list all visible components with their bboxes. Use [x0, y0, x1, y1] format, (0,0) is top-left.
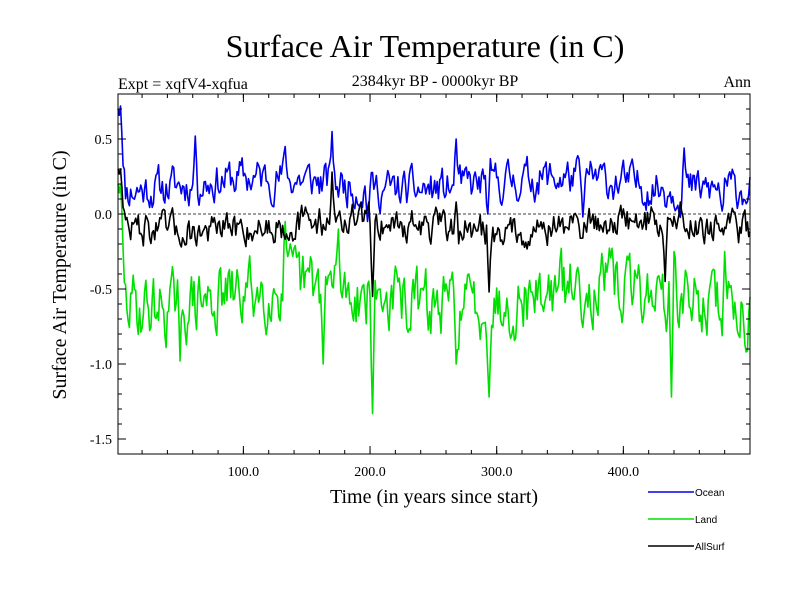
y-tick-label: 0.0 — [95, 208, 113, 223]
plot-area — [117, 105, 751, 415]
legend: Ocean Land AllSurf — [648, 488, 725, 553]
axes: -1.5 -1.0 -0.5 0.0 0.5 100.0 200.0 300.0 400.0 — [90, 93, 750, 480]
season-label: Ann — [723, 74, 751, 91]
legend-label-allsurf: AllSurf — [695, 542, 725, 553]
chart-title: Surface Air Temperature (in C) — [226, 28, 625, 64]
legend-label-land: Land — [695, 515, 717, 526]
y-tick-label: -1.0 — [90, 358, 112, 373]
series-line-land — [117, 183, 751, 415]
chart-subtitle: 2384kyr BP - 0000kyr BP — [352, 73, 519, 90]
x-tick-label: 200.0 — [354, 465, 386, 480]
y-tick-label: 0.5 — [95, 133, 113, 148]
experiment-label: Expt = xqfV4-xqfua — [118, 76, 248, 93]
legend-label-ocean: Ocean — [695, 488, 724, 499]
series-line-allsurf — [117, 168, 751, 298]
series-line-ocean — [117, 105, 751, 223]
x-tick-label: 300.0 — [481, 465, 513, 480]
y-axis-label: Surface Air Temperature (in C) — [49, 150, 71, 399]
x-tick-label: 100.0 — [228, 465, 260, 480]
x-tick-label: 400.0 — [608, 465, 640, 480]
y-tick-label: -1.5 — [90, 433, 112, 448]
y-tick-label: -0.5 — [90, 283, 112, 298]
plot-frame — [117, 93, 751, 455]
x-axis-label: Time (in years since start) — [330, 486, 538, 508]
